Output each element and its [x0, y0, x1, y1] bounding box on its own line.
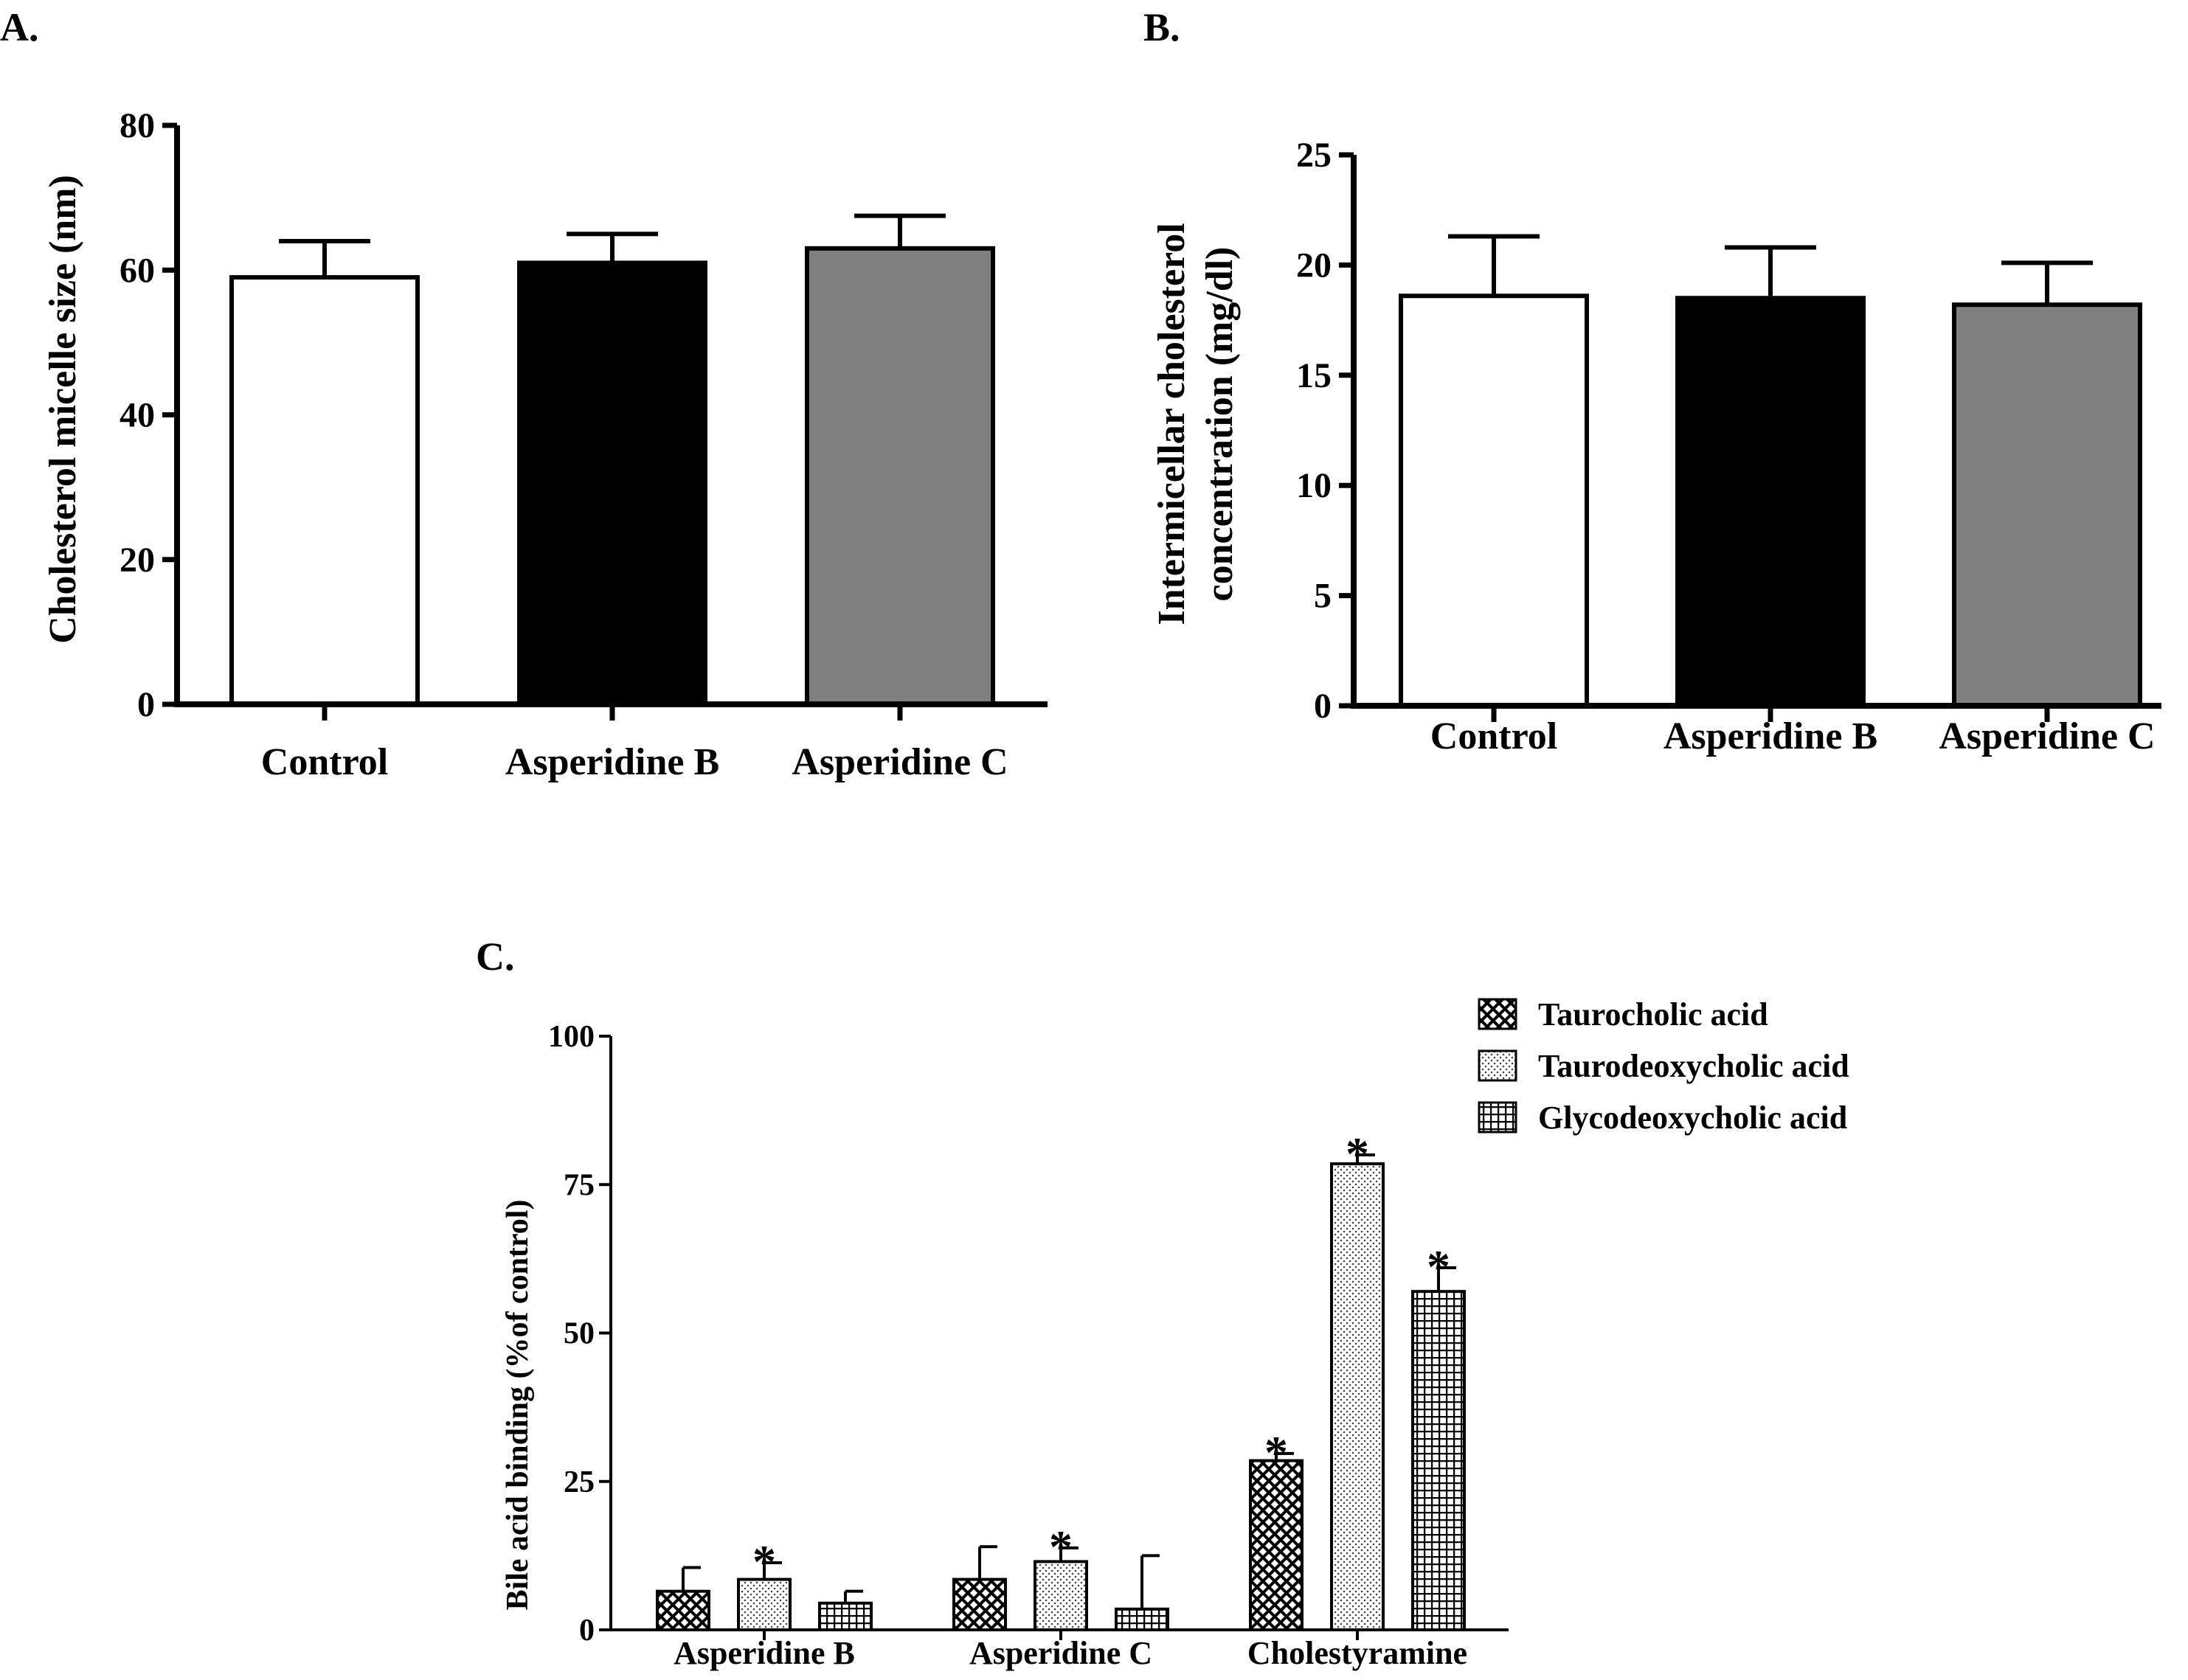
- c-bar-grid: [1411, 1290, 1466, 1632]
- a-bar: [805, 246, 995, 707]
- c-bar-dots: [1330, 1162, 1385, 1631]
- a-category-label: Asperidine C: [792, 741, 1008, 783]
- c-bar-grid: [818, 1601, 873, 1631]
- c-legend-swatch-grid: [1478, 1101, 1517, 1134]
- b-y-tick-label: 25: [1296, 136, 1332, 175]
- c-significance-star: *: [1264, 1426, 1288, 1479]
- b-bar: [1952, 302, 2142, 708]
- panel-c-legend: Taurocholic acid Taurodeoxycholic acid Gly…: [1478, 996, 1849, 1136]
- a-category-label: Control: [261, 741, 388, 783]
- b-y-tick-label: 0: [1314, 687, 1332, 726]
- c-significance-star: *: [1346, 1128, 1369, 1180]
- c-category-label: Asperidine C: [969, 1635, 1152, 1671]
- b-bar: [1399, 294, 1589, 708]
- c-bar-dots: [1034, 1560, 1088, 1632]
- panel-b-y-axis-label-line2: concentration (mg/dl): [1199, 247, 1241, 602]
- panel-c-label: C.: [476, 934, 515, 979]
- c-bar-crosshatch: [952, 1577, 1007, 1631]
- a-category-label: Asperidine B: [505, 741, 719, 783]
- panel-b-chart: B. Intermicellar cholesterol concentrati…: [1143, 5, 2161, 757]
- c-y-tick-label: 25: [564, 1465, 595, 1499]
- b-category-label: Asperidine C: [1939, 715, 2155, 757]
- panel-c-y-axis-label: Bile acid binding (%of control): [501, 1200, 535, 1611]
- panel-a-label: A.: [0, 5, 39, 49]
- c-y-tick-label: 0: [579, 1614, 595, 1648]
- c-bar-crosshatch: [656, 1589, 710, 1632]
- c-significance-star: *: [752, 1535, 776, 1588]
- c-bar-crosshatch: [1249, 1459, 1304, 1631]
- c-category-label: Cholestyramine: [1247, 1635, 1467, 1671]
- panel-c-chart: C. Bile acid binding (%of control) * * * * *…: [476, 934, 1849, 1671]
- c-significance-star: *: [1427, 1240, 1450, 1293]
- b-y-tick-label: 10: [1296, 466, 1332, 505]
- panel-b-y-axis-label-line1: Intermicellar cholesterol: [1151, 223, 1193, 625]
- b-y-tick-label: 5: [1314, 577, 1332, 616]
- a-y-tick-label: 20: [120, 541, 155, 580]
- panel-a-chart: A. Cholesterol micelle size (nm) 0 20 40 60…: [0, 5, 1048, 783]
- c-legend-label: Taurocholic acid: [1538, 996, 1768, 1032]
- b-y-tick-label: 15: [1296, 356, 1332, 395]
- c-category-label: Asperidine B: [674, 1635, 855, 1671]
- b-bar: [1675, 296, 1866, 709]
- c-significance-star: *: [1049, 1521, 1073, 1573]
- c-y-tick-label: 75: [564, 1168, 595, 1202]
- a-y-tick-label: 40: [120, 396, 155, 435]
- a-y-tick-label: 60: [120, 251, 155, 290]
- c-legend-label: Taurodeoxycholic acid: [1538, 1048, 1849, 1084]
- c-y-tick-label: 50: [564, 1317, 595, 1351]
- b-category-label: Control: [1430, 715, 1557, 757]
- a-y-tick-label: 80: [120, 106, 155, 145]
- panel-a-y-axis-label: Cholesterol micelle size (nm): [42, 175, 84, 644]
- a-y-tick-label: 0: [137, 685, 155, 724]
- c-y-tick-label: 100: [548, 1020, 595, 1054]
- c-bar-grid: [1115, 1607, 1169, 1631]
- b-category-label: Asperidine B: [1663, 715, 1877, 757]
- a-bar: [517, 260, 707, 707]
- c-legend-label: Glycodeoxycholic acid: [1538, 1100, 1847, 1136]
- c-legend-swatch-crosshatch: [1478, 998, 1517, 1030]
- a-bar: [229, 275, 420, 707]
- c-legend-swatch-dots: [1478, 1049, 1517, 1082]
- b-y-tick-label: 20: [1296, 246, 1332, 285]
- panel-b-label: B.: [1143, 5, 1180, 49]
